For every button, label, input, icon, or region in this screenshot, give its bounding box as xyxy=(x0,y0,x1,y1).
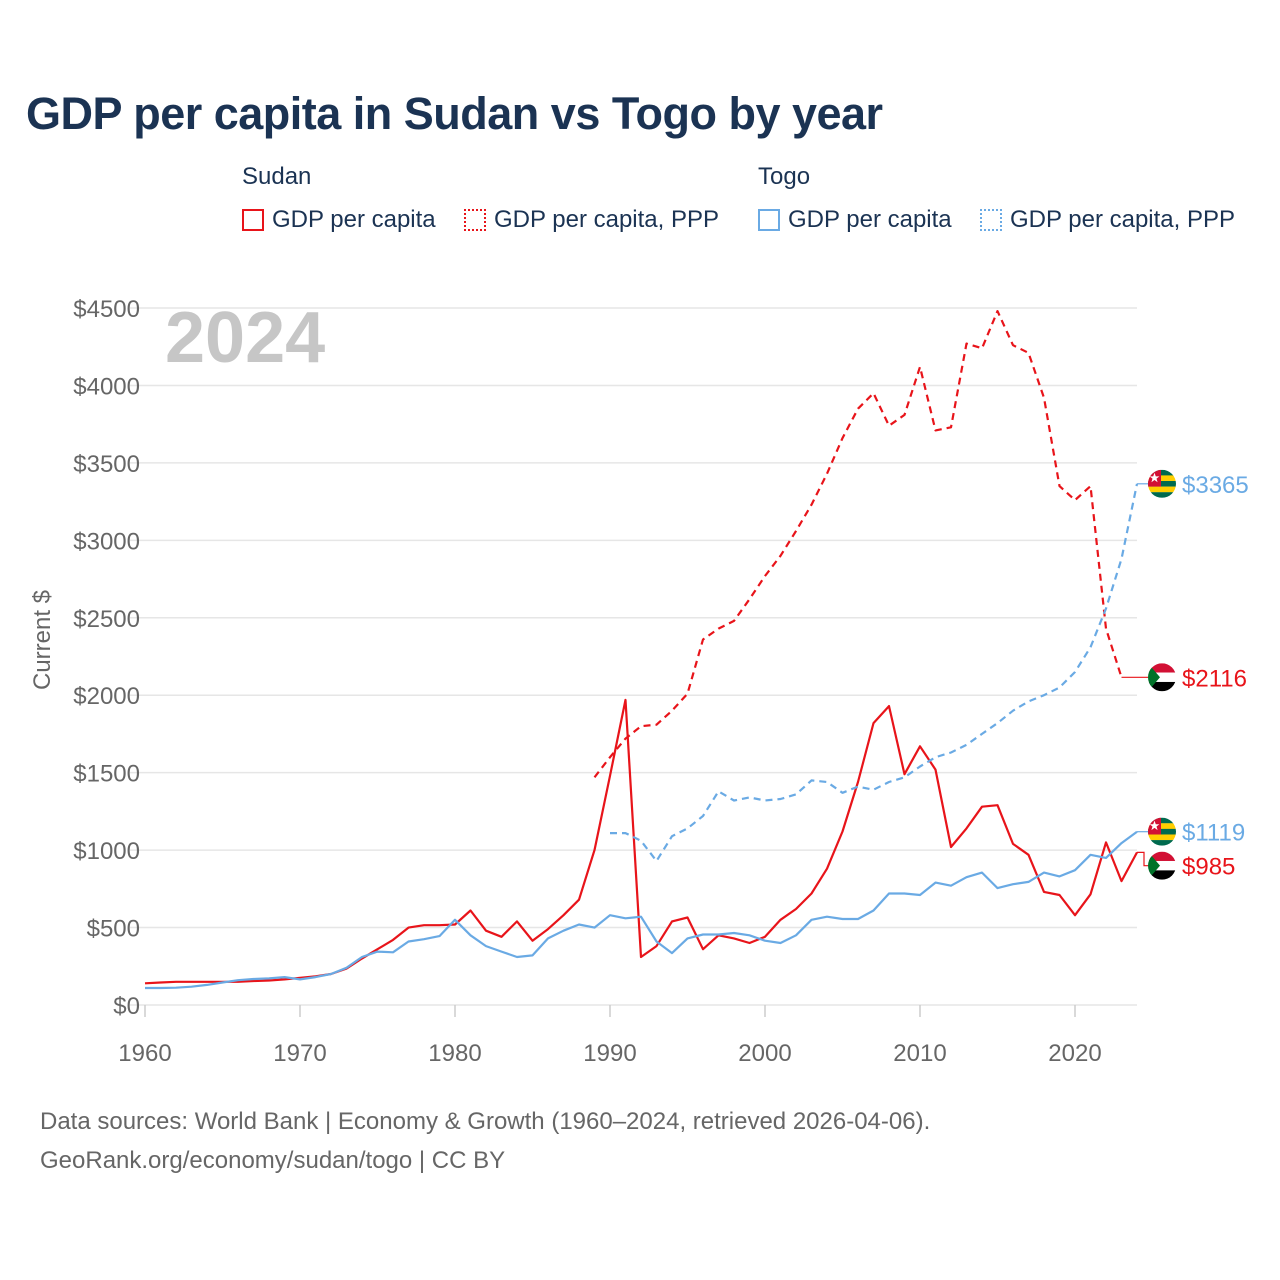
legend-group-sudan: Sudan xyxy=(242,163,312,190)
end-labels: $3365 $2116 $1119 $985 xyxy=(1121,469,1249,881)
y-tick-label: $4500 xyxy=(73,296,140,323)
x-tick-label: 1970 xyxy=(273,1040,326,1067)
y-axis-label: Current $ xyxy=(29,590,56,690)
legend-label: GDP per capita, PPP xyxy=(1010,206,1235,233)
x-tick-label: 1960 xyxy=(118,1040,171,1067)
end-label-sudan: $2116 xyxy=(1121,663,1247,692)
grid xyxy=(130,307,1137,1006)
x-tick-label: 2010 xyxy=(893,1040,946,1067)
legend-sudan-gdp-ppp[interactable]: GDP per capita, PPP xyxy=(464,204,719,236)
x-tick-label: 1980 xyxy=(428,1040,481,1067)
sudan-flag-icon xyxy=(1148,663,1176,692)
end-label-togo: $3365 xyxy=(1137,469,1249,499)
y-tick-label: $1500 xyxy=(73,761,140,788)
year-watermark: 2024 xyxy=(165,298,325,378)
x-tick-label: 2000 xyxy=(738,1040,791,1067)
y-tick-label: $500 xyxy=(87,916,140,943)
y-tick-label: $2000 xyxy=(73,683,140,710)
sudan-flag-icon xyxy=(1148,851,1176,880)
end-label-sudan: $985 xyxy=(1137,851,1235,881)
x-tick-label: 2020 xyxy=(1048,1040,1101,1067)
legend-togo-gdp[interactable]: GDP per capita xyxy=(758,204,952,236)
end-label-togo: $1119 xyxy=(1137,817,1245,847)
leader-line xyxy=(1137,851,1148,867)
legend-swatch-icon xyxy=(242,209,264,231)
legend-swatch-icon xyxy=(980,209,1002,231)
x-tick-label: 1990 xyxy=(583,1040,636,1067)
series xyxy=(144,310,1139,990)
togo-flag-icon xyxy=(1148,469,1176,498)
y-tick-label: $1000 xyxy=(73,838,140,865)
axes: $0 $500 $1000 $1500 $2000 $2500 $3000 $3500 $400… xyxy=(73,296,1101,1067)
end-value-label: $3365 xyxy=(1182,472,1249,499)
legend-group-togo: Togo xyxy=(758,163,811,190)
legend-label: GDP per capita xyxy=(272,206,436,233)
legend-swatch-icon xyxy=(464,209,486,231)
legend-label: GDP per capita xyxy=(788,206,952,233)
series-line-togo-gdp-per-capita[interactable] xyxy=(145,830,1138,990)
end-value-label: $985 xyxy=(1182,854,1235,881)
legend-swatch-icon xyxy=(758,209,780,231)
end-value-label: $1119 xyxy=(1182,820,1245,847)
y-tick-label: $2500 xyxy=(73,606,140,633)
series-line-sudan-gdp-per-capita-ppp[interactable] xyxy=(593,310,1123,778)
legend-togo-gdp-ppp[interactable]: GDP per capita, PPP xyxy=(980,204,1235,236)
y-tick-label: $0 xyxy=(113,993,140,1020)
y-tick-label: $3500 xyxy=(73,451,140,478)
legend-sudan-gdp[interactable]: GDP per capita xyxy=(242,204,436,236)
footer-link[interactable]: GeoRank.org/economy/sudan/togo | CC BY xyxy=(40,1147,506,1174)
legend-label: GDP per capita, PPP xyxy=(494,206,719,233)
series-line-sudan-gdp-per-capita[interactable] xyxy=(144,698,1138,985)
end-value-label: $2116 xyxy=(1182,665,1247,692)
y-tick-label: $3000 xyxy=(73,528,140,555)
togo-flag-icon xyxy=(1148,817,1176,846)
footer-sources: Data sources: World Bank | Economy & Gro… xyxy=(40,1108,931,1135)
y-tick-label: $4000 xyxy=(73,373,140,400)
chart-title: GDP per capita in Sudan vs Togo by year xyxy=(26,88,883,139)
